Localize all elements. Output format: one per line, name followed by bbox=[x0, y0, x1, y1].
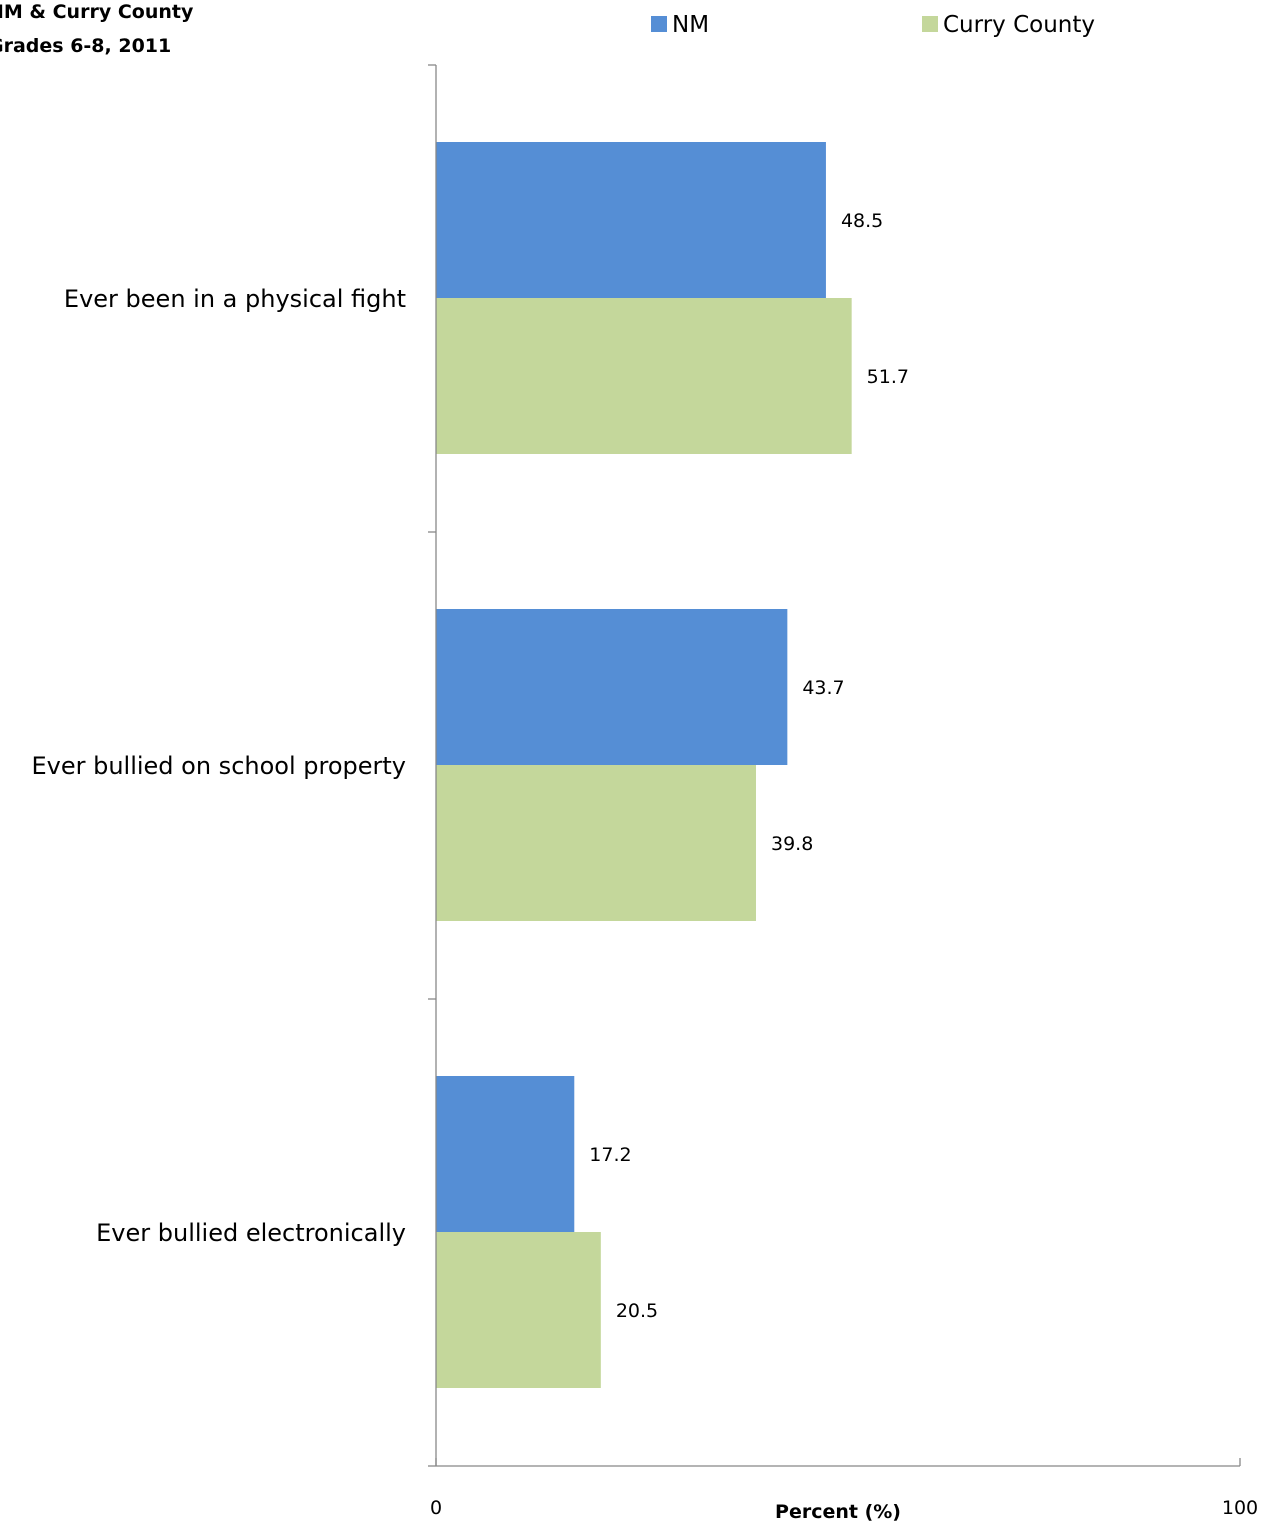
legend-label: NM bbox=[672, 12, 709, 38]
bar-nm-1 bbox=[436, 142, 826, 298]
bar-curry-county-3 bbox=[436, 1232, 601, 1388]
data-label: 39.8 bbox=[771, 833, 813, 855]
bar-nm-3 bbox=[436, 1076, 575, 1232]
data-label: 48.5 bbox=[841, 210, 883, 232]
x-tick-label: 100 bbox=[1222, 1497, 1258, 1519]
bars-group: 48.5 51.7 43.7 39.8 17.2 20.5 bbox=[436, 142, 909, 1388]
bar-curry-county-2 bbox=[436, 765, 756, 921]
legend-swatch-curry-county bbox=[922, 16, 938, 32]
chart-title-line-2: Grades 6-8, 2011 bbox=[0, 35, 172, 57]
category-label: Ever bullied on school property bbox=[31, 752, 406, 780]
x-tick-label: 0 bbox=[430, 1497, 442, 1519]
data-label: 20.5 bbox=[616, 1300, 658, 1322]
bar-curry-county-1 bbox=[436, 298, 852, 454]
data-label: 43.7 bbox=[802, 677, 844, 699]
data-label: 51.7 bbox=[867, 366, 909, 388]
legend-label: Curry County bbox=[943, 12, 1095, 38]
legend-swatch-nm bbox=[651, 16, 667, 32]
chart-title-line-1: NM & Curry County bbox=[0, 1, 194, 23]
legend: NM Curry County bbox=[651, 12, 1095, 38]
bar-nm-2 bbox=[436, 609, 788, 765]
axes-group: Ever been in a physical fight Ever bullie… bbox=[31, 64, 1258, 1523]
x-axis-title: Percent (%) bbox=[775, 1501, 901, 1523]
category-label: Ever bullied electronically bbox=[96, 1219, 406, 1247]
category-label: Ever been in a physical fight bbox=[64, 285, 406, 313]
chart-title: NM & Curry County Grades 6-8, 2011 bbox=[0, 0, 300, 70]
data-label: 17.2 bbox=[589, 1144, 631, 1166]
